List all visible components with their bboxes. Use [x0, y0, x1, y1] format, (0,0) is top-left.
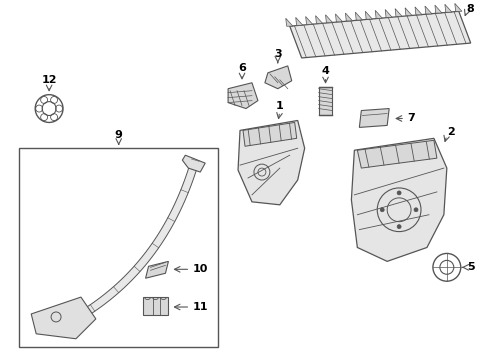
- Polygon shape: [315, 15, 322, 23]
- Polygon shape: [295, 17, 302, 25]
- Circle shape: [380, 208, 384, 212]
- Circle shape: [413, 208, 417, 212]
- Circle shape: [396, 191, 400, 195]
- Text: 4: 4: [321, 66, 329, 76]
- Polygon shape: [31, 297, 96, 339]
- Polygon shape: [357, 140, 436, 168]
- Polygon shape: [424, 6, 431, 14]
- Polygon shape: [351, 138, 446, 261]
- Polygon shape: [454, 3, 461, 11]
- Polygon shape: [374, 10, 382, 18]
- Bar: [19, 148, 218, 347]
- Polygon shape: [285, 18, 292, 26]
- Polygon shape: [355, 12, 362, 20]
- Polygon shape: [444, 4, 451, 12]
- Polygon shape: [305, 17, 312, 24]
- Polygon shape: [335, 14, 342, 22]
- Polygon shape: [182, 155, 205, 172]
- Text: 6: 6: [238, 63, 245, 73]
- Text: 2: 2: [446, 127, 454, 138]
- Circle shape: [396, 225, 400, 229]
- Polygon shape: [145, 261, 168, 278]
- Polygon shape: [359, 109, 388, 127]
- Text: 12: 12: [41, 75, 57, 85]
- Bar: [142, 297, 168, 315]
- Text: 5: 5: [466, 262, 473, 272]
- Text: 11: 11: [192, 302, 207, 312]
- Polygon shape: [404, 8, 411, 16]
- Text: 7: 7: [406, 113, 414, 123]
- Polygon shape: [238, 121, 304, 205]
- Polygon shape: [264, 66, 291, 89]
- Polygon shape: [227, 83, 257, 109]
- Text: 8: 8: [466, 4, 473, 14]
- Text: 1: 1: [275, 100, 283, 111]
- Polygon shape: [345, 13, 352, 21]
- Polygon shape: [414, 7, 421, 15]
- Text: 3: 3: [273, 49, 281, 59]
- Bar: [318, 87, 332, 114]
- Polygon shape: [365, 11, 372, 19]
- Polygon shape: [434, 5, 441, 13]
- Polygon shape: [325, 15, 332, 23]
- Polygon shape: [54, 159, 199, 332]
- Polygon shape: [385, 9, 391, 17]
- Text: 10: 10: [192, 264, 207, 274]
- Polygon shape: [243, 122, 296, 146]
- Text: 9: 9: [115, 130, 122, 140]
- Polygon shape: [394, 9, 402, 17]
- Polygon shape: [289, 11, 470, 58]
